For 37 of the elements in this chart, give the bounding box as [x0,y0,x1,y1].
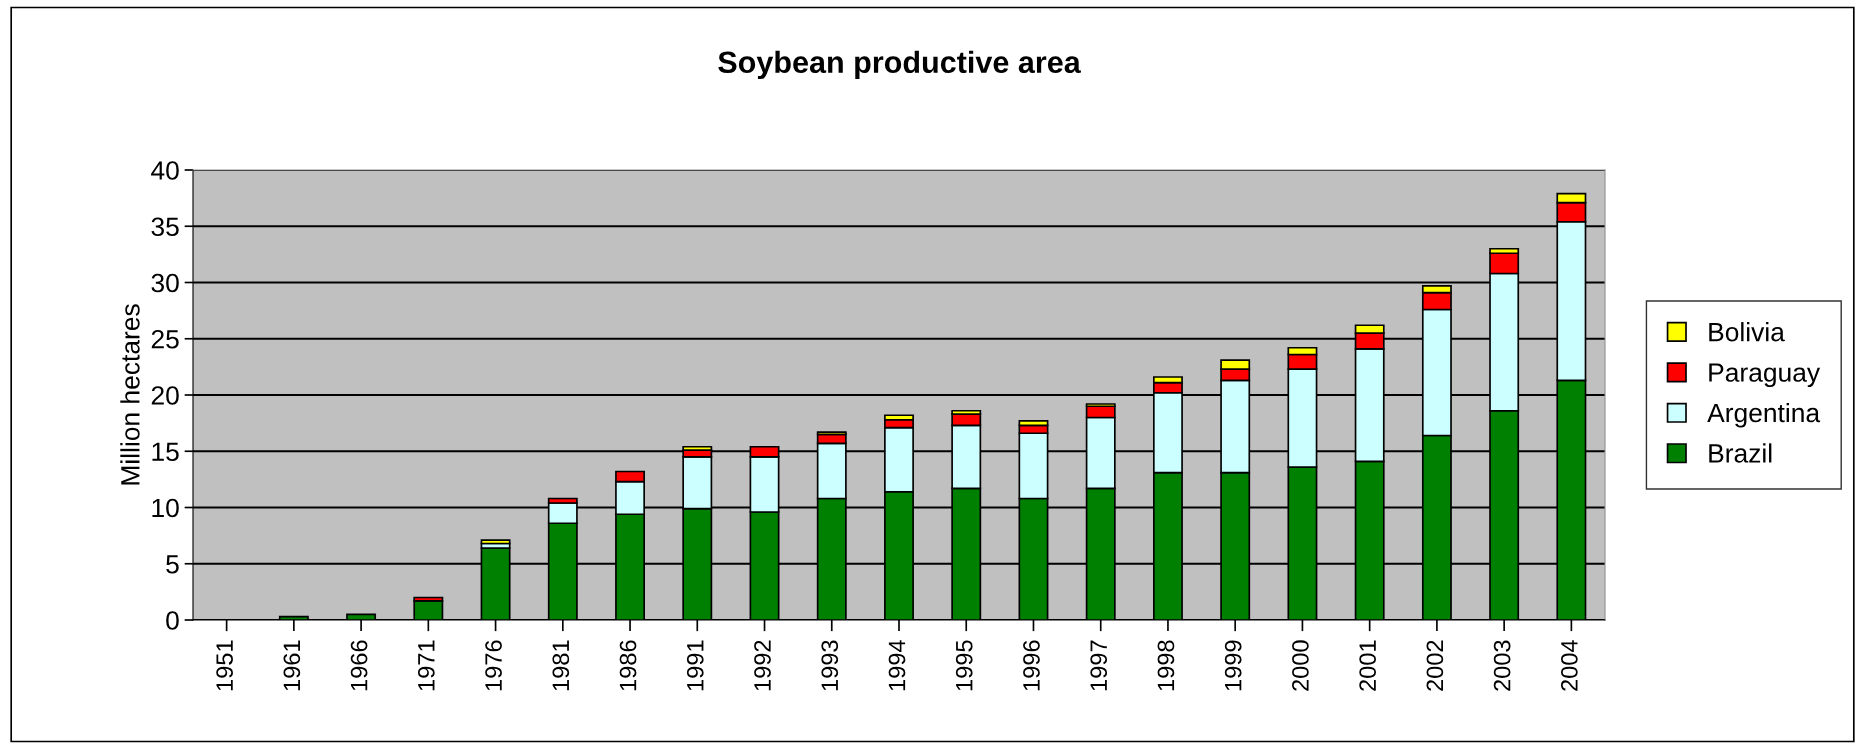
y-tick-label: 35 [151,217,179,237]
x-tick-label: 1994 [888,640,906,691]
y-tick-label: 5 [166,555,179,574]
y-axis-title: Million hectares [120,304,140,485]
x-tick-label: 1976 [485,640,502,691]
legend-label: Bolivia [1709,322,1785,342]
x-tick-label: 1961 [283,640,301,691]
chart-title: Soybean productive area [718,50,1081,80]
x-tick-label: 1991 [686,640,704,691]
x-tick-label: 2001 [1359,640,1376,691]
x-tick-label: 1971 [417,640,435,691]
x-tick-label: 2000 [1292,640,1309,691]
y-tick-label: 20 [151,386,179,405]
x-tick-label: 1996 [1023,640,1040,691]
x-tick-label: 1986 [619,640,637,691]
legend-label: Brazil [1709,443,1772,463]
x-tick-label: 2003 [1493,640,1511,691]
y-tick-label: 10 [152,498,179,518]
x-tick-label: 1995 [955,640,973,691]
x-tick-label: 2004 [1561,640,1578,691]
y-tick-label: 0 [166,611,179,630]
y-tick-label: 15 [152,442,179,462]
y-tick-label: 40 [151,161,179,180]
legend-label: Argentina [1707,402,1821,428]
x-tick-label: 1999 [1224,640,1242,691]
x-tick-label: 2002 [1426,640,1444,691]
x-tick-label: 1993 [821,640,839,691]
x-tick-label: 1951 [216,640,233,691]
x-tick-label: 1998 [1157,640,1175,691]
x-tick-label: 1997 [1090,640,1108,691]
x-tick-label: 1966 [350,640,368,691]
x-tick-label: 1992 [754,640,771,691]
x-tick-label: 1981 [552,640,570,691]
bar [480,539,511,545]
y-tick-label: 30 [151,273,179,293]
legend-label: Paraguay [1709,363,1821,388]
y-tick-label: 25 [151,329,179,349]
